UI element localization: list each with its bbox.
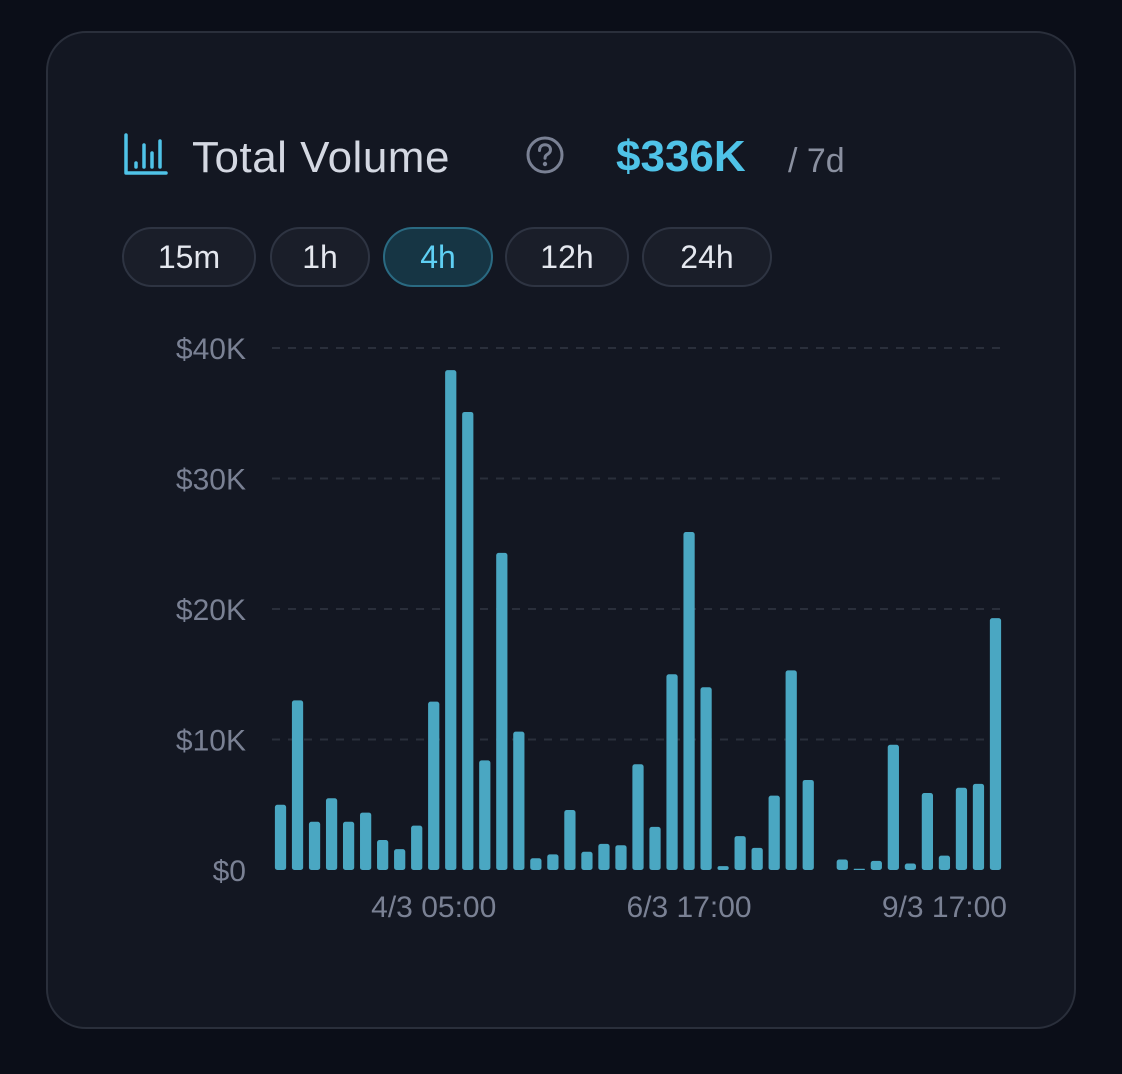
volume-bar[interactable]: [462, 411, 474, 870]
tab-15m[interactable]: 15m: [122, 227, 256, 287]
volume-bar[interactable]: [972, 783, 985, 870]
volume-bar[interactable]: [428, 701, 440, 870]
volume-bar[interactable]: [615, 845, 627, 870]
volume-bar[interactable]: [955, 787, 968, 870]
total-volume-card: Total Volume $336K / 7d 15m 1h 4h 12h 24…: [46, 31, 1076, 1029]
volume-bar[interactable]: [768, 795, 780, 870]
volume-bar[interactable]: [989, 618, 1002, 870]
bar-chart-icon: [124, 133, 168, 175]
volume-bar[interactable]: [649, 826, 661, 870]
volume-bar[interactable]: [802, 779, 814, 870]
x-tick-label: 4/3 05:00: [371, 891, 496, 924]
volume-bar[interactable]: [564, 809, 576, 870]
volume-bar[interactable]: [632, 764, 644, 870]
volume-bar[interactable]: [325, 798, 338, 870]
volume-bar[interactable]: [870, 860, 882, 870]
volume-bar[interactable]: [921, 793, 934, 870]
y-tick-label: $20K: [176, 594, 246, 627]
total-volume-value: $336K: [616, 132, 746, 181]
volume-bar[interactable]: [887, 744, 899, 870]
tab-24h[interactable]: 24h: [642, 227, 772, 287]
volume-bar[interactable]: [479, 760, 491, 870]
volume-bar[interactable]: [938, 855, 951, 870]
volume-bar-chart: $0 $10K $20K $30K $40K 4/3 05:00 6/3 17:00 9/3 …: [176, 333, 1007, 924]
volume-bar[interactable]: [853, 868, 865, 870]
volume-bar[interactable]: [785, 670, 797, 870]
volume-bar[interactable]: [683, 532, 695, 870]
volume-bar[interactable]: [734, 836, 746, 870]
volume-bar[interactable]: [377, 839, 389, 870]
y-tick-label: $30K: [176, 464, 246, 497]
total-volume-period: / 7d: [788, 142, 845, 180]
tab-12h[interactable]: 12h: [505, 227, 629, 287]
volume-bar[interactable]: [751, 847, 763, 870]
x-tick-label: 6/3 17:00: [627, 891, 752, 924]
volume-bar[interactable]: [513, 731, 525, 870]
y-tick-label: $0: [213, 855, 246, 888]
volume-bar[interactable]: [598, 843, 610, 870]
volume-bar[interactable]: [360, 812, 372, 870]
volume-bar[interactable]: [904, 863, 916, 870]
y-tick-label: $10K: [176, 725, 246, 758]
volume-bar[interactable]: [581, 851, 593, 870]
volume-bar[interactable]: [530, 858, 542, 870]
y-tick-label: $40K: [176, 333, 246, 366]
volume-bar[interactable]: [291, 700, 304, 870]
volume-bar[interactable]: [717, 866, 729, 870]
volume-bar[interactable]: [700, 687, 712, 870]
volume-bar[interactable]: [411, 825, 423, 870]
volume-bar[interactable]: [496, 552, 508, 870]
tab-4h[interactable]: 4h: [383, 227, 493, 287]
tab-1h[interactable]: 1h: [270, 227, 370, 287]
volume-bar[interactable]: [836, 859, 848, 870]
volume-bar[interactable]: [342, 821, 355, 870]
volume-bar[interactable]: [274, 804, 287, 870]
volume-bar[interactable]: [547, 854, 559, 870]
volume-bar[interactable]: [445, 370, 457, 870]
card-title: Total Volume: [192, 133, 450, 182]
volume-bar[interactable]: [308, 821, 321, 870]
x-tick-label: 9/3 17:00: [882, 891, 1007, 924]
volume-bar[interactable]: [394, 849, 406, 870]
question-circle-icon[interactable]: [525, 135, 565, 175]
volume-bar[interactable]: [666, 674, 678, 870]
